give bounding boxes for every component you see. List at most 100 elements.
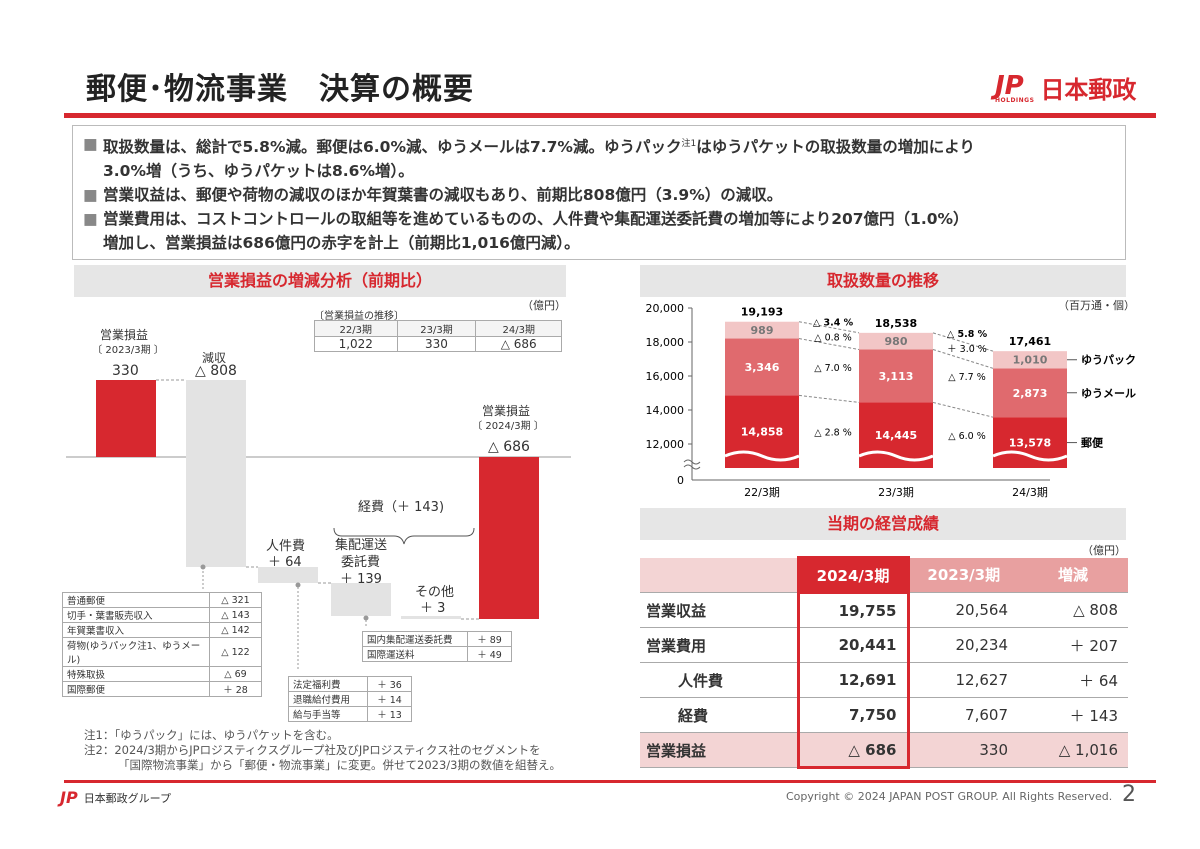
table-row: 営業費用 20,441 20,234 ＋ 207 (640, 627, 1128, 663)
volume-unit: （百万通・個） (1058, 299, 1135, 312)
copyright: Copyright © 2024 JAPAN POST GROUP. All R… (786, 790, 1113, 803)
waterfall-chart (66, 379, 571, 670)
y-tick-label: 18,000 (646, 336, 685, 349)
waterfall-bar-end (479, 457, 539, 619)
bar-segment (993, 368, 1067, 418)
wf-decrease-label: 減収 (202, 351, 227, 365)
expense-brace (333, 527, 475, 545)
personnel-breakdown-table: 法定福利費＋ 36 退職給付費用＋ 14 給与手当等＋ 13 (288, 676, 412, 722)
wf-personnel-label: 人件費 (266, 539, 306, 554)
bar-break-wave (858, 450, 934, 462)
wf-end-period: 〔 2024/3期 〕 (472, 421, 544, 432)
change-label-yumail: △ 7.0 % (814, 363, 851, 374)
header-divider (64, 113, 1156, 118)
x-tick-label: 24/3期 (1012, 486, 1048, 499)
page-title: 郵便･物流事業 決算の概要 (86, 72, 474, 107)
change-connector (932, 401, 994, 418)
table-row: 経費 7,750 7,607 ＋ 143 (640, 697, 1128, 733)
wf-start-label: 営業損益 (100, 328, 149, 342)
bar-data-label: 2,873 (1013, 387, 1048, 400)
jp-group-logo-icon: JP (60, 788, 78, 807)
y-tick-label: 20,000 (646, 302, 685, 315)
performance-section-title: 当期の経営成績 (640, 508, 1126, 540)
change-connector (798, 394, 860, 403)
bar-data-label: 14,858 (741, 426, 783, 439)
waterfall-section-title: 営業損益の増減分析（前期比） (74, 265, 566, 297)
waterfall-bar-transport (331, 583, 391, 616)
bar-data-label: 1,010 (1013, 354, 1048, 367)
summary-box: ■ 取扱数量は、総計で5.8%減。郵便は6.0%減、ゆうメールは7.7%減。ゆう… (72, 125, 1126, 260)
table-row: 営業損益 △ 686 330 △ 1,016 (640, 732, 1128, 769)
volume-section-title: 取扱数量の推移 (640, 265, 1126, 297)
change-label-yubin: △ 6.0 % (948, 431, 985, 442)
waterfall-bar-personnel (258, 567, 318, 583)
wf-other-label: その他 (415, 585, 455, 600)
summary-bullet-3: ■ 営業費用は、コストコントロールの取組等を進めているものの、人件費や集配運送委… (83, 210, 969, 253)
change-label-total: △ 3.4 % (813, 318, 854, 329)
bar-break-wave (724, 450, 800, 462)
footer-divider (64, 780, 1156, 783)
legend-label: ゆうメール (1081, 387, 1136, 400)
bar-total-label: 17,461 (1009, 335, 1051, 348)
wf-personnel-value: ＋ 64 (268, 555, 302, 570)
change-label-yupack: △ 0.8 % (814, 333, 851, 344)
x-tick-label: 23/3期 (878, 486, 914, 499)
table-row: 人件費 12,691 12,627 ＋ 64 (640, 662, 1128, 698)
wf-decrease-value: △ 808 (195, 363, 237, 379)
waterfall-bar-decrease (186, 380, 246, 567)
change-label-yupack: ＋ 3.0 % (947, 344, 987, 355)
bar-data-label: 3,113 (879, 370, 914, 383)
wf-expense-group: 経費（＋ 143) (358, 500, 445, 515)
bar-total-label: 18,538 (875, 317, 917, 330)
change-label-yumail: △ 7.7 % (948, 372, 985, 383)
bar-segment (859, 349, 933, 403)
performance-unit: （億円） (1082, 544, 1126, 557)
group-logo: JP 日本郵政グループ (60, 788, 172, 807)
company-logo: JP HOLDINGS 日本郵政 (995, 70, 1136, 105)
change-connector (932, 332, 994, 352)
bar-data-label: 980 (885, 335, 908, 348)
transport-breakdown-table: 国内集配運送委託費＋ 89 国際運送料＋ 49 (362, 631, 512, 662)
legend-label: ゆうパック (1081, 354, 1136, 367)
bar-data-label: 989 (751, 324, 774, 337)
y-tick-label: 0 (677, 474, 684, 487)
history-caption: 〔営業損益の推移〕 (314, 311, 404, 322)
bar-total-label: 19,193 (741, 306, 783, 319)
y-tick-label: 16,000 (646, 370, 685, 383)
y-tick-label: 12,000 (646, 438, 685, 451)
bar-segment (725, 338, 799, 396)
change-label-total: △ 5.8 % (947, 329, 988, 340)
waterfall-bar-start (96, 380, 156, 457)
volume-stacked-bar-chart: 20,000 18,000 16,000 14,000 12,000 0 14,858 3,3… (646, 302, 1137, 499)
axis-break-icon (683, 459, 701, 470)
jp-logo-icon: JP HOLDINGS (995, 71, 1035, 104)
table-row: 営業収益 19,755 20,564 △ 808 (640, 592, 1128, 628)
waterfall-bar-other (401, 616, 461, 619)
footnotes: 注1：「ゆうパック」には、ゆうパケットを含む。 注2：2024/3期からJPロジ… (84, 728, 561, 772)
change-label-yubin: △ 2.8 % (814, 428, 851, 439)
bar-segment (859, 332, 933, 350)
x-tick-label: 22/3期 (744, 486, 780, 499)
wf-end-label: 営業損益 (482, 404, 531, 418)
bar-data-label: 3,346 (745, 361, 780, 374)
performance-table: 2024/3期 2023/3期 増減 営業収益 19,755 20,564 △ … (640, 556, 1128, 769)
change-connector (932, 349, 994, 369)
bar-data-label: 13,578 (1009, 437, 1051, 450)
wf-transport-label2: 委託費 (341, 555, 381, 570)
summary-bullet-1: ■ 取扱数量は、総計で5.8%減。郵便は6.0%減、ゆうメールは7.7%減。ゆう… (83, 135, 975, 181)
wf-other-value: ＋ 3 (420, 601, 446, 616)
change-connector (798, 338, 860, 351)
wf-transport-value: ＋ 139 (340, 572, 382, 587)
wf-start-value: 330 (112, 363, 139, 379)
y-tick-label: 14,000 (646, 404, 685, 417)
revenue-breakdown-table: 普通郵便 △ 321 切手・葉書販売収入 △ 143 年賀葉書収入 △ 142 荷物(… (62, 592, 262, 697)
logo-name: 日本郵政 (1040, 76, 1137, 104)
wf-end-value: △ 686 (488, 439, 530, 455)
legend-label: 郵便 (1081, 436, 1104, 450)
bar-segment (725, 321, 799, 339)
wf-transport-label1: 集配運送 (335, 538, 388, 553)
history-table: 22/3期 23/3期 24/3期 1,022 330 △ 686 (314, 320, 562, 352)
bar-break-wave (992, 450, 1068, 462)
wf-start-period: 〔 2023/3期 〕 (92, 345, 164, 356)
bar-segment (993, 351, 1067, 369)
